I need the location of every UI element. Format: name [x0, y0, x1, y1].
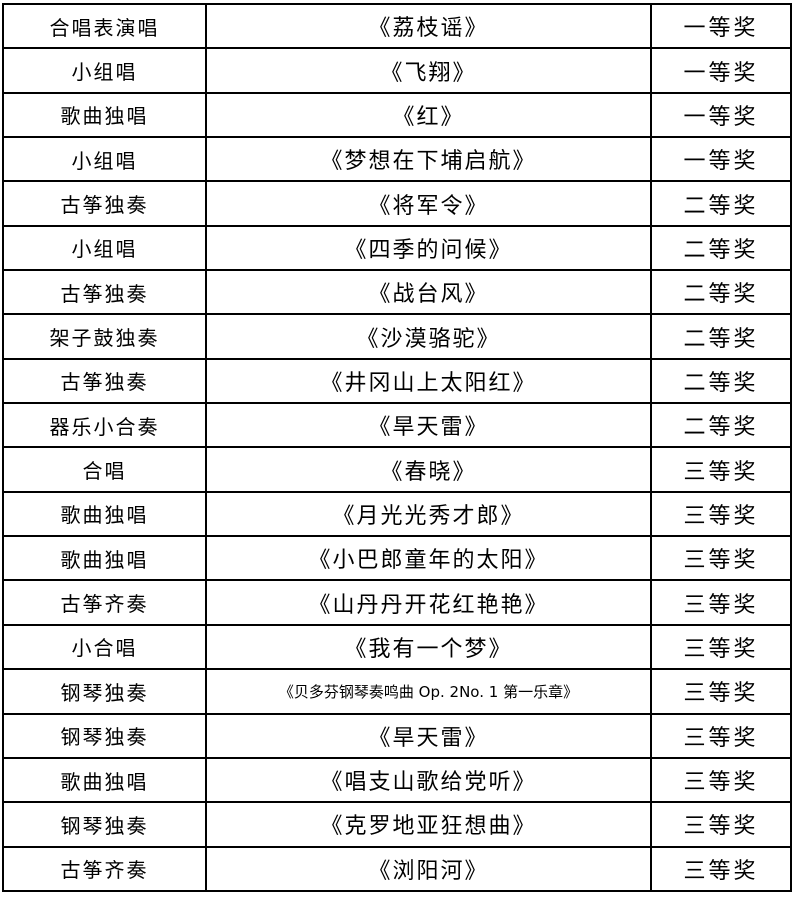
table-row: 器乐小合奏 《旱天雷》 二等奖 [2, 402, 792, 449]
title-cell: 《浏阳河》 [205, 845, 652, 893]
table-row: 架子鼓独奏 《沙漠骆驼》 二等奖 [2, 313, 792, 360]
table-row: 古筝齐奏 《山丹丹开花红艳艳》 三等奖 [2, 579, 792, 626]
table-row: 小组唱 《四季的问候》 二等奖 [2, 224, 792, 272]
title-cell: 《唱支山歌给党听》 [205, 756, 652, 804]
award-cell: 三等奖 [650, 446, 792, 493]
award-cell: 二等奖 [650, 313, 792, 360]
table-row: 合唱表演唱 《荔枝谣》 一等奖 [2, 2, 792, 50]
award-cell: 三等奖 [650, 845, 792, 893]
title-cell: 《井冈山上太阳红》 [205, 357, 652, 405]
table-row: 歌曲独唱 《红》 一等奖 [2, 91, 792, 139]
category-cell: 合唱表演唱 [2, 2, 207, 50]
award-cell: 一等奖 [650, 91, 792, 139]
title-cell: 《月光光秀才郎》 [205, 490, 652, 538]
award-cell: 三等奖 [650, 579, 792, 626]
category-cell: 小组唱 [2, 47, 207, 94]
title-cell: 《旱天雷》 [205, 402, 652, 449]
award-cell: 三等奖 [650, 490, 792, 538]
title-cell: 《贝多芬钢琴奏鸣曲 Op. 2No. 1 第一乐章》 [205, 668, 652, 715]
award-cell: 二等奖 [650, 357, 792, 405]
table-row: 小组唱 《梦想在下埔启航》 一等奖 [2, 136, 792, 183]
category-cell: 合唱 [2, 446, 207, 493]
table-row: 古筝独奏 《将军令》 二等奖 [2, 180, 792, 227]
title-cell: 《战台风》 [205, 269, 652, 316]
title-cell: 《克罗地亚狂想曲》 [205, 801, 652, 848]
title-cell: 《沙漠骆驼》 [205, 313, 652, 360]
table-row: 钢琴独奏 《贝多芬钢琴奏鸣曲 Op. 2No. 1 第一乐章》 三等奖 [2, 668, 792, 715]
table-row: 歌曲独唱 《唱支山歌给党听》 三等奖 [2, 756, 792, 804]
category-cell: 小组唱 [2, 224, 207, 272]
award-cell: 三等奖 [650, 801, 792, 848]
title-cell: 《红》 [205, 91, 652, 139]
category-cell: 古筝独奏 [2, 269, 207, 316]
award-cell: 一等奖 [650, 47, 792, 94]
table-row: 合唱 《春晓》 三等奖 [2, 446, 792, 493]
category-cell: 古筝独奏 [2, 357, 207, 405]
table-row: 小合唱 《我有一个梦》 三等奖 [2, 623, 792, 671]
category-cell: 歌曲独唱 [2, 535, 207, 582]
title-cell: 《荔枝谣》 [205, 2, 652, 50]
award-cell: 三等奖 [650, 712, 792, 759]
category-cell: 古筝独奏 [2, 180, 207, 227]
award-table-container: 合唱表演唱 《荔枝谣》 一等奖 小组唱 《飞翔》 一等奖 歌曲独唱 《红》 一等… [2, 2, 792, 893]
title-cell: 《小巴郎童年的太阳》 [205, 535, 652, 582]
category-cell: 歌曲独唱 [2, 490, 207, 538]
category-cell: 钢琴独奏 [2, 668, 207, 715]
table-row: 古筝独奏 《战台风》 二等奖 [2, 269, 792, 316]
award-cell: 二等奖 [650, 180, 792, 227]
award-cell: 三等奖 [650, 668, 792, 715]
table-row: 小组唱 《飞翔》 一等奖 [2, 47, 792, 94]
title-cell: 《旱天雷》 [205, 712, 652, 759]
table-row: 钢琴独奏 《旱天雷》 三等奖 [2, 712, 792, 759]
award-cell: 三等奖 [650, 623, 792, 671]
award-cell: 三等奖 [650, 535, 792, 582]
award-cell: 三等奖 [650, 756, 792, 804]
award-cell: 二等奖 [650, 402, 792, 449]
category-cell: 古筝齐奏 [2, 845, 207, 893]
table-row: 歌曲独唱 《小巴郎童年的太阳》 三等奖 [2, 535, 792, 582]
award-cell: 二等奖 [650, 269, 792, 316]
award-cell: 二等奖 [650, 224, 792, 272]
award-cell: 一等奖 [650, 2, 792, 50]
title-cell: 《春晓》 [205, 446, 652, 493]
title-cell: 《山丹丹开花红艳艳》 [205, 579, 652, 626]
title-cell: 《四季的问候》 [205, 224, 652, 272]
title-cell: 《我有一个梦》 [205, 623, 652, 671]
table-row: 歌曲独唱 《月光光秀才郎》 三等奖 [2, 490, 792, 538]
award-table: 合唱表演唱 《荔枝谣》 一等奖 小组唱 《飞翔》 一等奖 歌曲独唱 《红》 一等… [2, 2, 792, 893]
category-cell: 器乐小合奏 [2, 402, 207, 449]
table-row: 钢琴独奏 《克罗地亚狂想曲》 三等奖 [2, 801, 792, 848]
table-row: 古筝齐奏 《浏阳河》 三等奖 [2, 845, 792, 893]
category-cell: 小合唱 [2, 623, 207, 671]
title-cell: 《将军令》 [205, 180, 652, 227]
category-cell: 小组唱 [2, 136, 207, 183]
category-cell: 架子鼓独奏 [2, 313, 207, 360]
award-cell: 一等奖 [650, 136, 792, 183]
category-cell: 歌曲独唱 [2, 91, 207, 139]
title-cell: 《梦想在下埔启航》 [205, 136, 652, 183]
table-row: 古筝独奏 《井冈山上太阳红》 二等奖 [2, 357, 792, 405]
category-cell: 歌曲独唱 [2, 756, 207, 804]
category-cell: 钢琴独奏 [2, 712, 207, 759]
title-cell: 《飞翔》 [205, 47, 652, 94]
category-cell: 钢琴独奏 [2, 801, 207, 848]
category-cell: 古筝齐奏 [2, 579, 207, 626]
